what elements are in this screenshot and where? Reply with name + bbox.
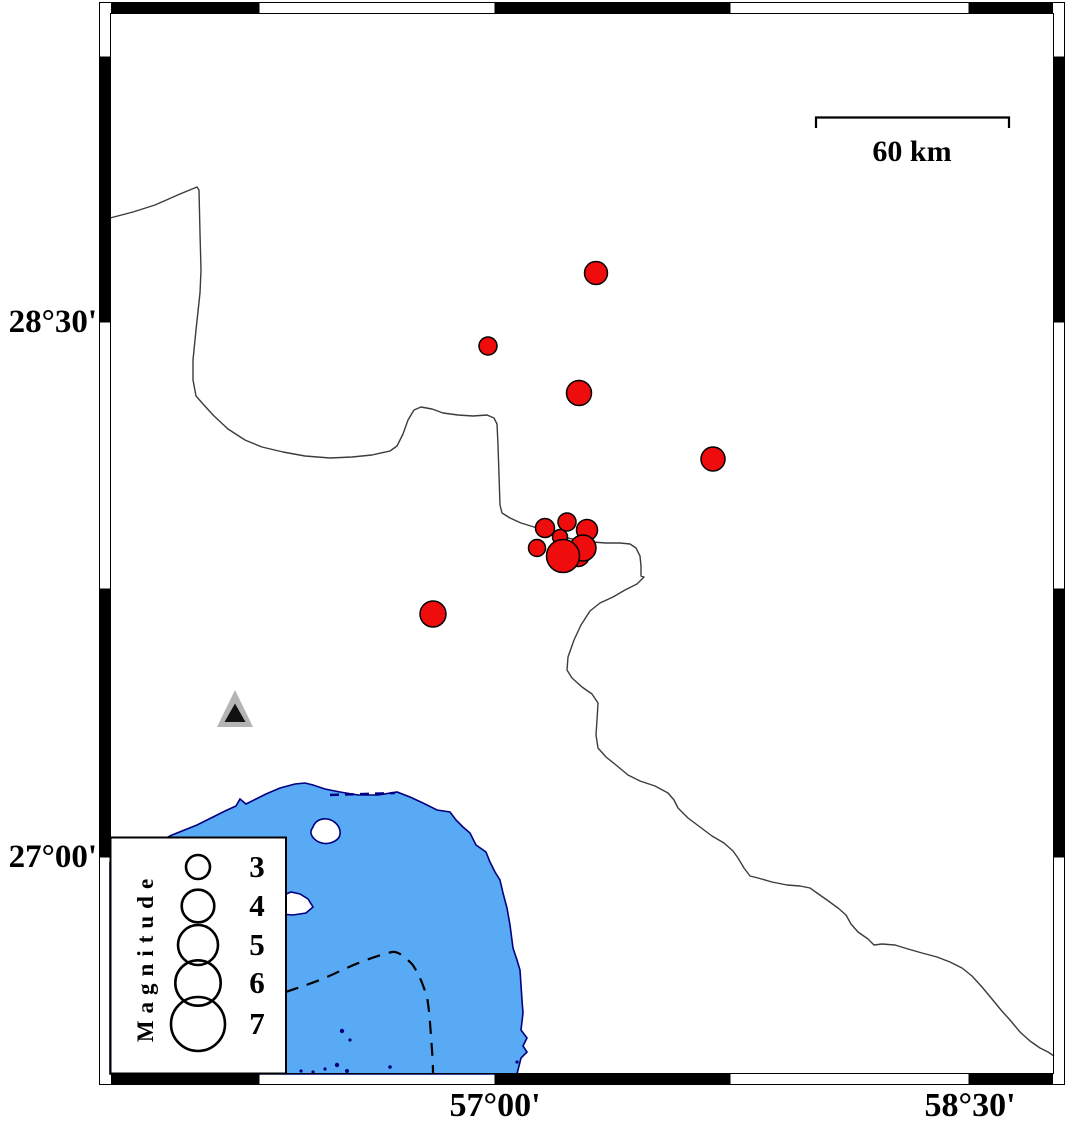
frame-segment-right <box>1054 589 1064 857</box>
frame-segment-top <box>111 3 259 13</box>
islet-dot <box>334 1062 340 1068</box>
legend-magnitude-circle <box>169 995 227 1053</box>
legend-number-3: 3 <box>249 849 265 884</box>
depth-contour-dashed <box>285 950 435 1075</box>
legend-number-5: 5 <box>249 927 265 962</box>
frame-segment-right <box>1054 57 1064 322</box>
legend-magnitude-circle <box>180 888 216 924</box>
earthquake-marker <box>545 538 581 574</box>
frame-segment-left <box>100 589 110 857</box>
map-frame-outer <box>99 2 1065 1085</box>
lon-label-57-00: 57°00' <box>449 1087 541 1123</box>
islet-dot <box>323 1067 327 1071</box>
country-boundary-line <box>109 186 1055 1057</box>
islet-dot <box>339 1028 345 1034</box>
legend-box <box>109 836 287 1075</box>
earthquake-marker <box>565 379 593 407</box>
earthquake-marker <box>527 538 547 558</box>
scale-bar-label: 60 km <box>872 135 952 168</box>
islet-dot <box>348 1038 352 1042</box>
legend-magnitude-circle <box>174 958 223 1007</box>
islet-dot <box>345 1069 349 1073</box>
islet-dot <box>388 1065 392 1069</box>
map-frame-inner <box>110 13 1054 1074</box>
lat-label-27-00: 27°00' <box>8 839 97 875</box>
legend-magnitude-circle <box>184 853 212 881</box>
islet-dot <box>311 1070 315 1074</box>
legend-number-6: 6 <box>249 965 265 1000</box>
earthquake-marker <box>478 336 498 356</box>
lat-label-28-30: 28°30' <box>8 304 97 340</box>
islet-dot <box>299 1069 303 1073</box>
frame-segment-top <box>969 3 1053 13</box>
scale-bar-bracket <box>814 116 1011 128</box>
earthquake-marker <box>700 446 726 472</box>
lon-label-58-30: 58°30' <box>924 1087 1016 1123</box>
earthquake-marker <box>534 517 556 539</box>
shoreline-dash <box>329 791 396 797</box>
earthquake-marker <box>419 600 447 628</box>
legend-number-4: 4 <box>249 888 265 923</box>
frame-segment-top <box>495 3 730 13</box>
island <box>310 818 341 845</box>
legend-title-magnitude: Magnitude <box>133 871 158 1043</box>
legend-number-7: 7 <box>249 1006 265 1041</box>
frame-segment-bottom <box>495 1074 730 1084</box>
frame-segment-left <box>100 57 110 322</box>
earthquake-marker <box>557 512 577 532</box>
legend-magnitude-circle <box>176 923 220 967</box>
station-triangle-inner <box>224 703 246 722</box>
islet-dot <box>515 1060 519 1064</box>
frame-segment-bottom <box>969 1074 1053 1084</box>
earthquake-marker <box>583 260 609 286</box>
frame-segment-bottom <box>111 1074 259 1084</box>
